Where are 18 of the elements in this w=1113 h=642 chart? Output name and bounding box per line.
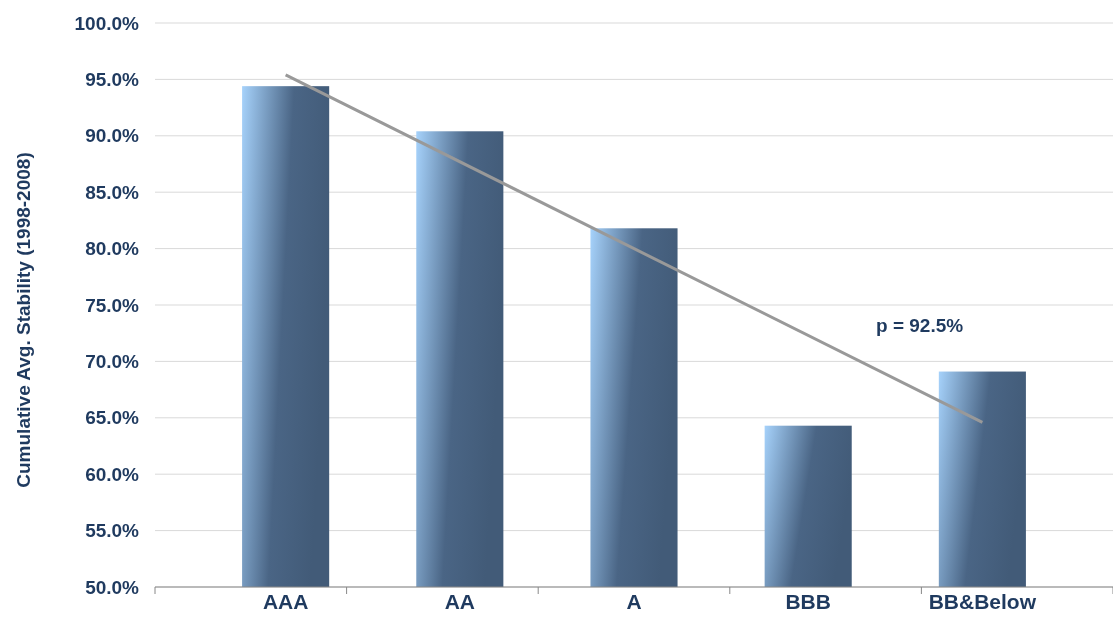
y-tick-label: 85.0% [85, 181, 140, 203]
x-tick-label: AA [444, 590, 475, 613]
y-tick-label: 50.0% [85, 576, 140, 598]
y-tick-label: 95.0% [85, 69, 140, 91]
x-tick-label: A [626, 590, 642, 613]
y-tick-label: 100.0% [74, 12, 140, 34]
x-tick-label: AAA [262, 590, 309, 613]
y-tick-label: 65.0% [85, 407, 140, 429]
annotation: p = 92.5% [876, 315, 964, 336]
y-tick-label: 70.0% [85, 351, 140, 373]
y-tick-label: 60.0% [85, 463, 140, 485]
x-tick-label: BBB [785, 590, 831, 613]
y-axis-title: Cumulative Avg. Stability (1998-2008) [13, 152, 34, 488]
y-tick-label: 90.0% [85, 125, 140, 147]
y-tick-label: 55.0% [85, 520, 140, 542]
y-tick-label: 75.0% [85, 294, 140, 316]
x-tick-label: BB&Below [928, 590, 1037, 613]
y-tick-label: 80.0% [85, 238, 140, 260]
